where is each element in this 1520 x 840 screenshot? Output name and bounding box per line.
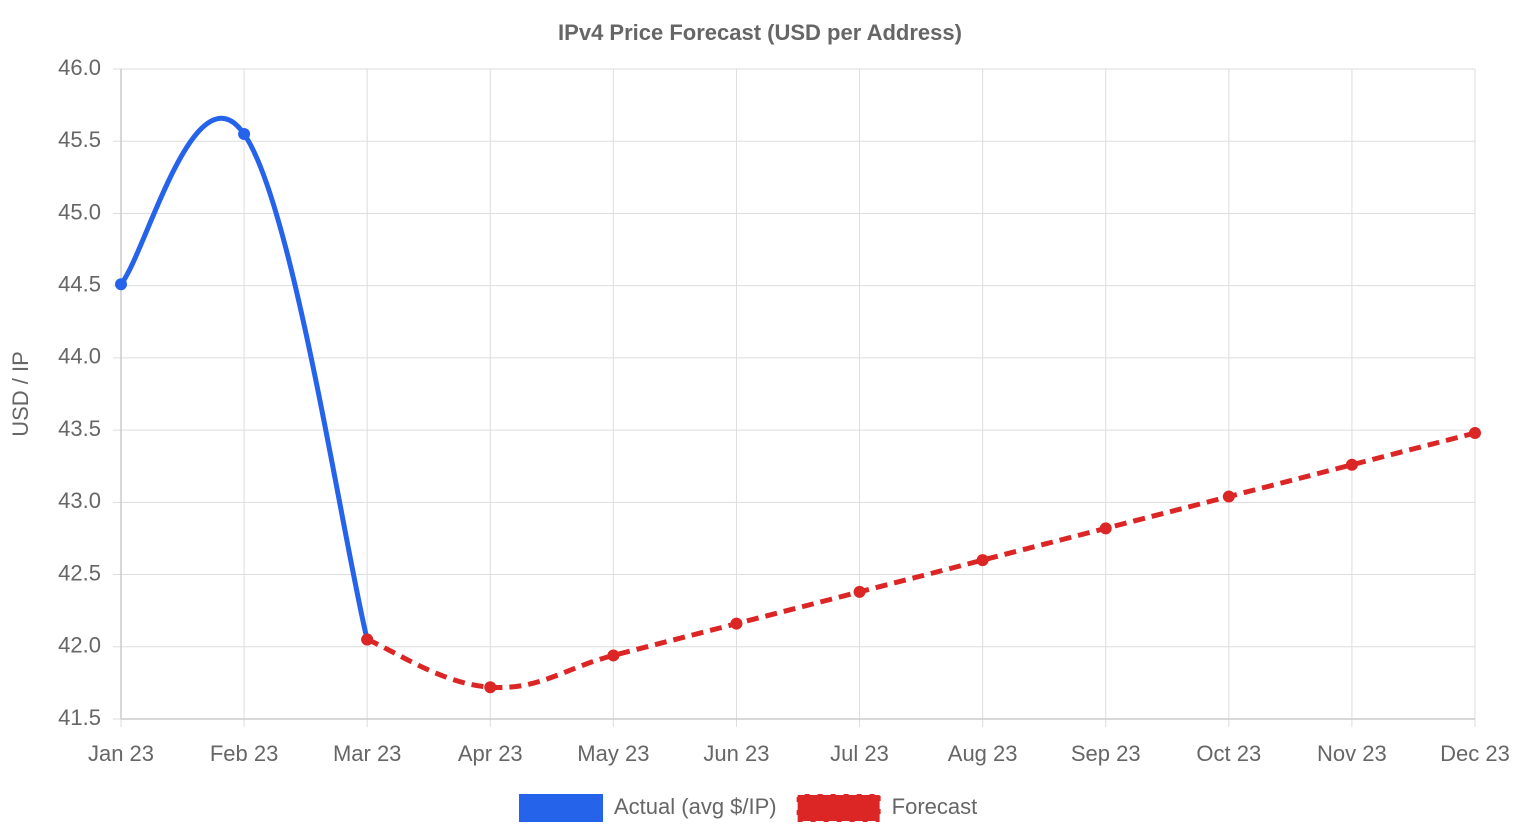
legend-swatch (795, 793, 882, 823)
y-tick-label: 42.0 (58, 633, 101, 658)
data-point (238, 128, 251, 140)
x-tick-label: Nov 23 (1317, 741, 1387, 766)
x-tick-label: May 23 (577, 741, 649, 766)
y-axis-title: USD / IP (8, 351, 33, 437)
y-tick-label: 45.0 (58, 199, 101, 224)
x-tick-label: Aug 23 (948, 741, 1018, 766)
legend-label: Actual (avg $/IP) (614, 794, 777, 819)
data-point (976, 554, 989, 567)
y-tick-label: 44.5 (58, 271, 101, 296)
x-tick-label: Jun 23 (703, 741, 769, 766)
data-point (484, 681, 497, 694)
legend-label: Forecast (892, 794, 978, 819)
y-tick-label: 46.0 (58, 55, 101, 80)
x-tick-label: Jan 23 (88, 741, 154, 766)
data-point (115, 278, 127, 291)
data-point (1222, 490, 1235, 503)
series-line (118, 115, 370, 641)
x-tick-label: Apr 23 (458, 741, 523, 766)
y-tick-label: 43.0 (58, 488, 101, 513)
y-tick-label: 42.5 (58, 560, 101, 585)
x-tick-label: Jul 23 (830, 741, 889, 766)
x-tick-label: Mar 23 (333, 741, 401, 766)
y-tick-label: 41.5 (58, 705, 101, 730)
x-tick-label: Oct 23 (1196, 741, 1261, 766)
y-tick-label: 43.5 (58, 416, 101, 441)
data-point (1345, 458, 1358, 471)
chart-title: IPv4 Price Forecast (USD per Address) (558, 20, 962, 45)
x-tick-label: Dec 23 (1440, 741, 1510, 766)
x-tick-label: Sep 23 (1071, 741, 1141, 766)
y-tick-label: 45.5 (58, 127, 101, 152)
data-point (1099, 522, 1112, 535)
series-line (366, 430, 1476, 691)
x-tick-label: Feb 23 (210, 741, 279, 766)
data-point (1469, 427, 1481, 439)
y-tick-label: 44.0 (58, 344, 101, 369)
data-point (853, 585, 866, 598)
data-point (607, 649, 620, 662)
data-point (730, 617, 743, 630)
data-point (361, 633, 374, 646)
legend-swatch (519, 794, 603, 822)
